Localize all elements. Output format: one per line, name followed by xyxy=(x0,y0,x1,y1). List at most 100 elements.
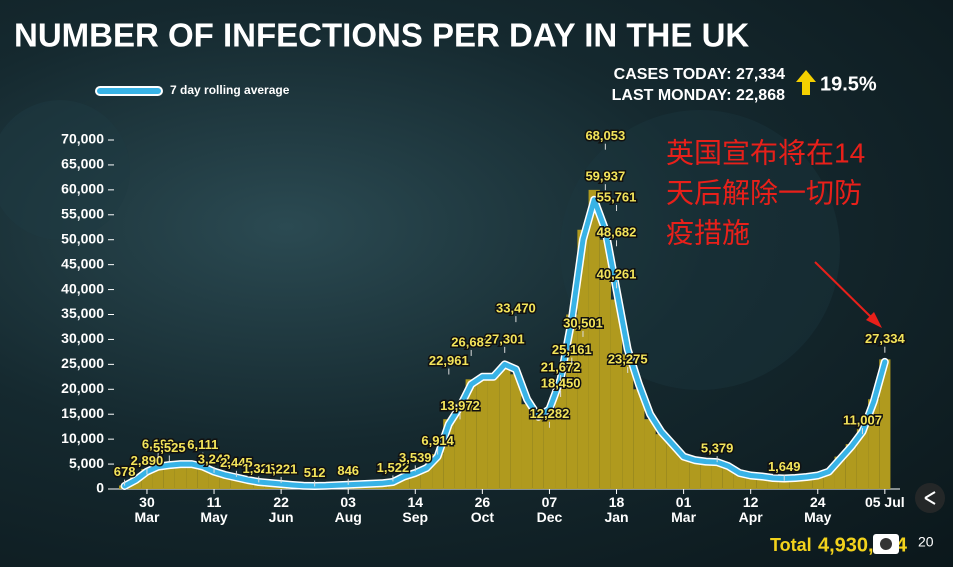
bar xyxy=(789,478,801,489)
data-label: 13,972 xyxy=(440,398,480,413)
y-tick-label: 45,000 xyxy=(61,255,104,271)
bar xyxy=(711,462,723,489)
x-tick-label: 03 Aug xyxy=(334,494,362,525)
data-label: 22,961 xyxy=(429,353,469,368)
data-label: 1,649 xyxy=(768,459,801,474)
x-tick-label: 14 Sep xyxy=(402,494,429,525)
bar xyxy=(800,477,813,489)
bar xyxy=(856,429,869,489)
y-tick-label: 5,000 xyxy=(69,455,104,471)
annotation-text: 英国宣布将在14 xyxy=(666,137,865,168)
bar xyxy=(678,456,690,489)
bar xyxy=(689,460,701,489)
cases-today: CASES TODAY: 27,334 xyxy=(614,66,785,83)
total-label: Total xyxy=(770,535,812,555)
share-count: 20 xyxy=(918,534,934,550)
data-label: 48,682 xyxy=(597,225,637,240)
bar xyxy=(599,239,611,489)
y-tick-label: 50,000 xyxy=(61,230,104,246)
chart-title: NUMBER OF INFECTIONS PER DAY IN THE UK xyxy=(14,17,749,54)
y-tick-label: 60,000 xyxy=(61,181,104,197)
data-label: 27,334 xyxy=(865,331,906,346)
bar xyxy=(487,376,500,489)
y-tick-label: 35,000 xyxy=(61,305,104,321)
data-label: 5,525 xyxy=(153,440,186,455)
share-icon xyxy=(924,491,936,505)
y-tick-label: 25,000 xyxy=(61,355,104,371)
bar xyxy=(577,229,589,489)
bar xyxy=(823,470,835,489)
bar xyxy=(666,444,679,489)
bar xyxy=(443,419,455,489)
bar xyxy=(879,359,891,489)
y-tick-label: 65,000 xyxy=(61,156,104,172)
bar xyxy=(532,419,544,489)
x-tick-label: 18 Jan xyxy=(604,494,629,525)
share-button[interactable] xyxy=(915,483,945,513)
data-label: 2,890 xyxy=(131,453,164,468)
data-label: 40,261 xyxy=(597,267,637,282)
y-tick-label: 20,000 xyxy=(61,380,104,396)
data-label: 3,539 xyxy=(399,450,432,465)
y-tick-label: 15,000 xyxy=(61,405,104,421)
bar xyxy=(700,461,712,489)
data-label: 25,161 xyxy=(552,342,592,357)
bar xyxy=(476,376,488,489)
bar xyxy=(543,409,556,489)
data-label: 12,282 xyxy=(530,406,570,421)
data-label: 59,937 xyxy=(585,169,625,184)
bar xyxy=(241,480,254,489)
annotation-text: 疫措施 xyxy=(666,217,750,248)
bar xyxy=(622,354,634,489)
bar xyxy=(499,364,511,489)
pointer-arrow-head xyxy=(866,312,882,328)
bar xyxy=(186,464,198,489)
data-label: 846 xyxy=(337,463,359,478)
bar xyxy=(521,404,533,489)
data-label: 1,325 xyxy=(242,461,275,476)
y-tick-label: 55,000 xyxy=(61,205,104,221)
x-tick-label: 05 Jul xyxy=(864,494,905,510)
bar xyxy=(588,189,600,489)
up-arrow xyxy=(796,70,816,95)
data-label: 18,450 xyxy=(541,375,581,390)
bar xyxy=(566,314,578,489)
bar xyxy=(868,399,880,489)
x-tick-label: 24 May xyxy=(804,494,832,525)
bar xyxy=(197,468,209,489)
bar xyxy=(834,456,846,489)
data-label: 6,111 xyxy=(187,437,218,452)
data-label: 6,914 xyxy=(421,433,454,448)
x-tick-label: 26 Oct xyxy=(470,494,495,525)
bar xyxy=(174,462,187,489)
data-label: 1,221 xyxy=(265,461,298,476)
x-tick-label: 12 Apr xyxy=(738,494,763,525)
y-tick-label: 0 xyxy=(96,480,104,496)
bar xyxy=(812,475,824,489)
data-label: 678 xyxy=(114,464,136,479)
y-tick-label: 40,000 xyxy=(61,280,104,296)
bar xyxy=(230,478,242,489)
bar xyxy=(745,475,757,489)
bar xyxy=(756,476,768,489)
data-label: 1,522 xyxy=(377,460,410,475)
bar xyxy=(454,404,466,489)
bg-virus xyxy=(560,110,840,390)
bar xyxy=(845,444,857,489)
data-label: 6,199 xyxy=(142,437,175,452)
data-label: 512 xyxy=(304,465,326,480)
data-label: 2,445 xyxy=(220,455,253,470)
last-monday: LAST MONDAY: 22,868 xyxy=(612,87,785,104)
bar xyxy=(633,389,645,489)
bar xyxy=(141,469,153,489)
change: 19.5% xyxy=(820,73,877,95)
y-tick-label: 10,000 xyxy=(61,430,104,446)
bar xyxy=(163,464,175,489)
bar xyxy=(767,478,779,489)
x-tick-label: 07 Dec xyxy=(536,494,563,525)
bar xyxy=(152,464,164,489)
annotation-text: 天后解除一切防 xyxy=(666,177,862,208)
bar xyxy=(208,472,220,489)
bar xyxy=(219,475,231,489)
